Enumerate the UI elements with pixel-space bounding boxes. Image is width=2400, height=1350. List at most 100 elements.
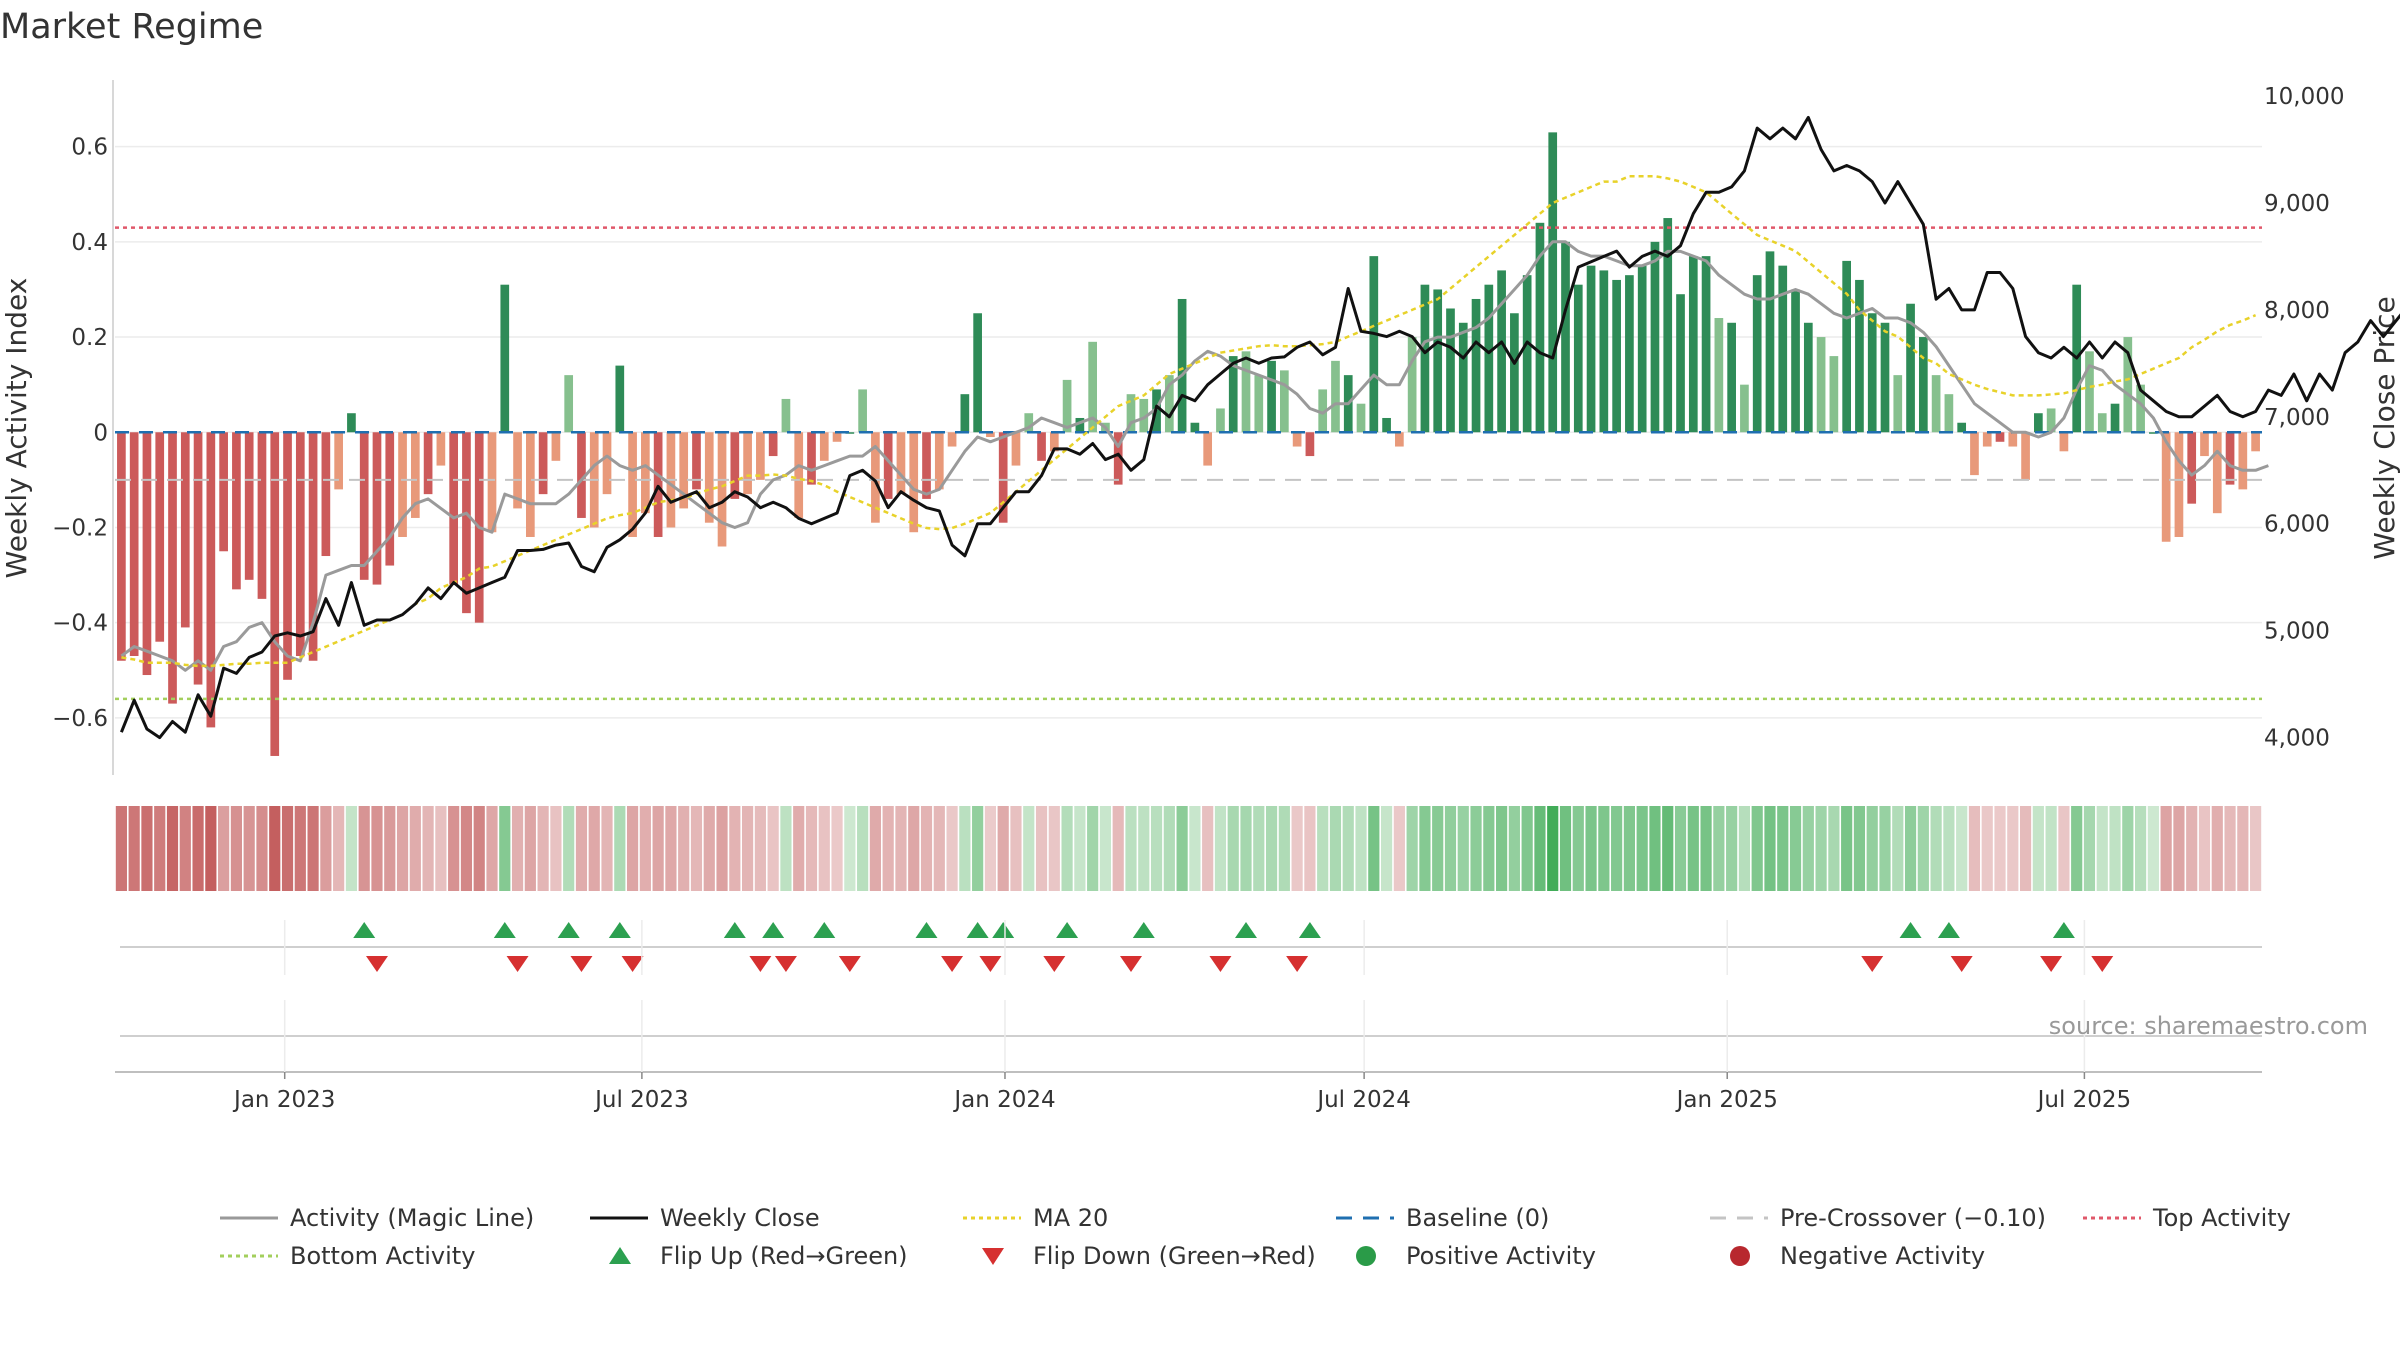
activity-bar bbox=[1062, 379, 1072, 433]
chart-title: Market Regime bbox=[0, 7, 263, 47]
activity-bar bbox=[1305, 432, 1315, 457]
activity-bar bbox=[1625, 275, 1634, 433]
legend-swatch bbox=[982, 1248, 1004, 1265]
activity-bar bbox=[1944, 394, 1954, 433]
regime-strip-cell bbox=[1163, 806, 1175, 891]
activity-bar bbox=[270, 432, 280, 756]
activity-bar bbox=[398, 432, 407, 537]
reference-lines bbox=[115, 226, 2262, 701]
activity-bar bbox=[883, 432, 893, 499]
flip-up-marker bbox=[1899, 922, 1922, 938]
activity-bar bbox=[832, 432, 842, 442]
regime-strip-cell bbox=[1035, 806, 1048, 891]
legend-label: MA 20 bbox=[1033, 1204, 1108, 1232]
regime-strip-cell bbox=[1112, 806, 1124, 891]
activity-bar bbox=[615, 365, 625, 433]
regime-strip-cell bbox=[601, 806, 613, 891]
regime-strip-cell bbox=[1087, 806, 1099, 891]
regime-strip-cell bbox=[1023, 806, 1035, 891]
main-grid bbox=[112, 80, 2262, 775]
flip-up-marker bbox=[915, 922, 938, 938]
activity-bar bbox=[2174, 432, 2184, 537]
activity-bar bbox=[1510, 313, 1519, 433]
regime-strip-cell bbox=[179, 806, 191, 891]
activity-bar bbox=[1369, 256, 1379, 433]
flip-up-marker bbox=[2052, 922, 2075, 938]
regime-strip-cell bbox=[1099, 806, 1112, 891]
flip-down-marker bbox=[2091, 956, 2114, 972]
activity-bar bbox=[1407, 337, 1417, 433]
regime-strip-cell bbox=[588, 806, 600, 891]
regime-strip-cell bbox=[1240, 806, 1252, 891]
flip-down-marker bbox=[979, 956, 1002, 972]
activity-bar bbox=[1880, 322, 1890, 433]
activity-bar bbox=[308, 432, 318, 661]
activity-bar bbox=[909, 432, 919, 533]
regime-strip-cell bbox=[1956, 806, 1968, 891]
activity-bar bbox=[2123, 337, 2133, 433]
activity-bar bbox=[679, 432, 689, 509]
regime-strip-cell bbox=[2109, 806, 2121, 891]
activity-bar bbox=[410, 432, 420, 518]
activity-bar bbox=[781, 398, 791, 433]
activity-bar bbox=[551, 432, 561, 461]
regime-strip-cell bbox=[1700, 806, 1712, 891]
x-tick-label: Jan 2023 bbox=[232, 1087, 335, 1113]
activity-bar bbox=[1740, 384, 1749, 433]
activity-bar bbox=[449, 432, 459, 585]
activity-bar bbox=[1586, 265, 1596, 433]
activity-bar bbox=[1484, 284, 1494, 433]
regime-strip-cell bbox=[2007, 806, 2019, 891]
series-lines bbox=[120, 115, 2400, 740]
activity-bar bbox=[1420, 284, 1430, 433]
activity-bar bbox=[1139, 398, 1149, 433]
activity-bar bbox=[2149, 432, 2158, 434]
activity-bar bbox=[1867, 313, 1877, 433]
regime-strip-cell bbox=[1317, 806, 1329, 891]
regime-strip-cell bbox=[1061, 806, 1073, 891]
activity-bar bbox=[2059, 432, 2069, 452]
y-right-tick-label: 9,000 bbox=[2264, 191, 2330, 217]
regime-strip-cell bbox=[2083, 806, 2096, 891]
regime-strip-cell bbox=[396, 806, 409, 891]
regime-strip-cell bbox=[1777, 806, 1789, 891]
regime-strip-cell bbox=[1419, 806, 1431, 891]
activity-bar bbox=[1164, 375, 1174, 433]
activity-bar bbox=[845, 432, 855, 434]
activity-bar bbox=[372, 432, 382, 585]
regime-strip-cell bbox=[2173, 806, 2185, 891]
regime-strip-cell bbox=[1444, 806, 1457, 891]
regime-strip-cell bbox=[128, 806, 140, 891]
regime-strip-cell bbox=[1623, 806, 1635, 891]
flip-up-marker bbox=[608, 922, 631, 938]
regime-strip-cell bbox=[1380, 806, 1393, 891]
flip-up-marker bbox=[992, 922, 1015, 938]
x-tick-label: Jan 2025 bbox=[1675, 1087, 1778, 1113]
y-right-tick-label: 5,000 bbox=[2264, 619, 2330, 645]
regime-strip bbox=[115, 806, 2262, 891]
activity-bar bbox=[1855, 279, 1864, 433]
legend-swatch bbox=[1730, 1246, 1750, 1266]
activity-bar bbox=[1663, 218, 1673, 433]
y-right-tick-label: 6,000 bbox=[2264, 512, 2330, 538]
regime-strip-cell bbox=[665, 806, 677, 891]
activity-bar bbox=[1177, 298, 1187, 433]
activity-bar bbox=[1957, 422, 1967, 433]
legend-label: Flip Down (Green→Red) bbox=[1033, 1242, 1316, 1270]
regime-strip-cell bbox=[844, 806, 856, 891]
activity-bar bbox=[947, 432, 957, 447]
regime-strip-cell bbox=[1738, 806, 1751, 891]
flip-up-marker bbox=[1132, 922, 1155, 938]
regime-strip-cell bbox=[320, 806, 332, 891]
regime-strip-cell bbox=[703, 806, 715, 891]
flip-up-marker bbox=[353, 922, 376, 938]
activity-bar bbox=[1535, 222, 1545, 433]
regime-strip-cell bbox=[166, 806, 179, 891]
activity-bar bbox=[2085, 351, 2094, 433]
regime-strip-cell bbox=[345, 806, 358, 891]
legend-item: Flip Up (Red→Green) bbox=[609, 1242, 908, 1270]
activity-bar bbox=[2238, 432, 2248, 490]
regime-strip-cell bbox=[1828, 806, 1840, 891]
regime-strip-cell bbox=[869, 806, 881, 891]
